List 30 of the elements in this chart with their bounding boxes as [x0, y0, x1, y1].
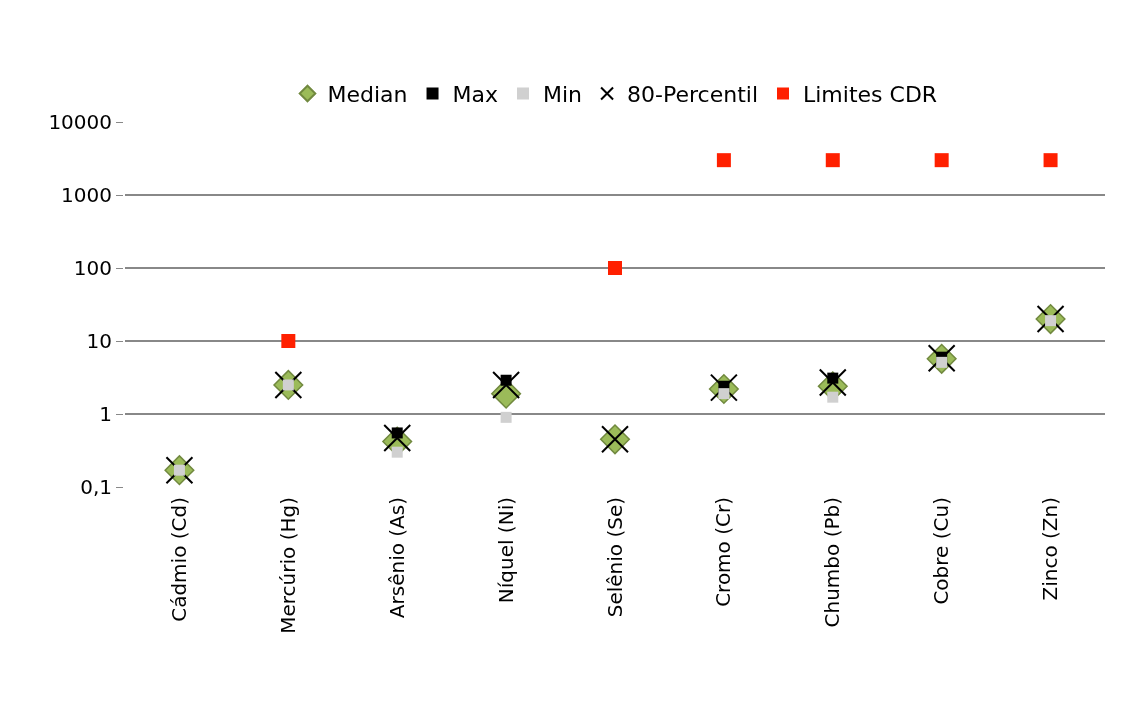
point [827, 391, 839, 403]
x-tick-label: Cádmio (Cd) [166, 497, 191, 622]
x-tick-label: Níquel (Ni) [493, 497, 518, 604]
y-tick-label: 10 [86, 329, 112, 353]
legend-label: Limites CDR [803, 82, 938, 108]
y-tick-label: 0,1 [80, 475, 112, 499]
y-tick-label: 1 [99, 402, 112, 426]
point [934, 153, 949, 168]
point [1043, 153, 1058, 168]
point [825, 153, 840, 168]
legend-label: Median [327, 82, 408, 108]
x-tick-label: Mercúrio (Hg) [275, 497, 300, 634]
point [500, 411, 512, 423]
x-tick-label: Cobre (Cu) [929, 497, 954, 605]
point [391, 446, 403, 458]
x-tick-label: Chumbo (Pb) [820, 497, 845, 628]
point [281, 334, 296, 348]
x-tick-label: Arsênio (As) [384, 497, 409, 619]
x-tick-label: Selênio (Se) [602, 497, 627, 618]
legend-label: Max [452, 82, 499, 108]
x-tick-label: Zinco (Zn) [1038, 497, 1063, 601]
y-tick-label: 1000 [61, 183, 112, 207]
legend-label: Min [543, 82, 583, 108]
point [716, 153, 731, 168]
y-tick-label: 10000 [48, 110, 112, 134]
y-tick-label: 100 [73, 256, 112, 280]
legend-label: 80-Percentil [627, 82, 758, 108]
x-tick-label: Cromo (Cr) [711, 497, 736, 607]
point [500, 374, 512, 386]
point [608, 261, 622, 275]
